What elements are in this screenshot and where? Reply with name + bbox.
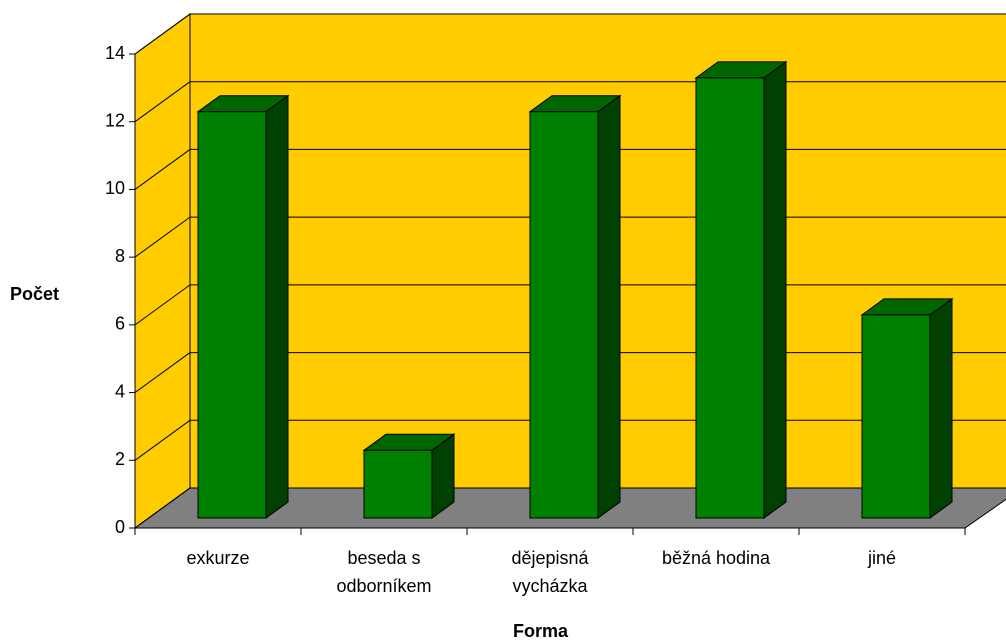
x-tick-label: dějepisná vycházka [511, 548, 589, 596]
y-tick-label: 2 [115, 449, 125, 469]
bar [861, 314, 931, 519]
y-tick-label: 4 [115, 381, 125, 401]
bar-side [597, 94, 621, 519]
bar-side [929, 297, 953, 519]
x-axis-label: Forma [513, 621, 569, 641]
bar [529, 111, 599, 519]
bar [695, 77, 765, 519]
grid-line [134, 149, 191, 190]
grid-line [134, 81, 191, 123]
bar-side [763, 60, 787, 519]
y-tick-label: 14 [105, 43, 125, 63]
x-tick-label: exkurze [186, 548, 250, 568]
bar [197, 111, 267, 519]
x-tick-label: běžná hodina [661, 548, 771, 568]
y-tick-label: 8 [115, 246, 125, 266]
bar [363, 449, 433, 519]
x-tick-label: jiné [867, 548, 897, 568]
y-tick-label: 12 [105, 110, 125, 130]
x-tick-label: beseda s odborníkem [336, 548, 432, 596]
y-tick-label: 10 [105, 178, 125, 198]
grid-line [134, 419, 191, 461]
grid-line [134, 284, 191, 326]
side-wall [134, 13, 191, 529]
grid-line [134, 487, 191, 529]
y-tick-label: 6 [115, 314, 125, 334]
grid-line [134, 216, 191, 258]
grid-line [134, 13, 191, 55]
bar-side [265, 94, 289, 519]
grid-line [134, 352, 191, 393]
y-tick-label: 0 [115, 517, 125, 537]
y-axis-label: Počet [10, 284, 60, 304]
